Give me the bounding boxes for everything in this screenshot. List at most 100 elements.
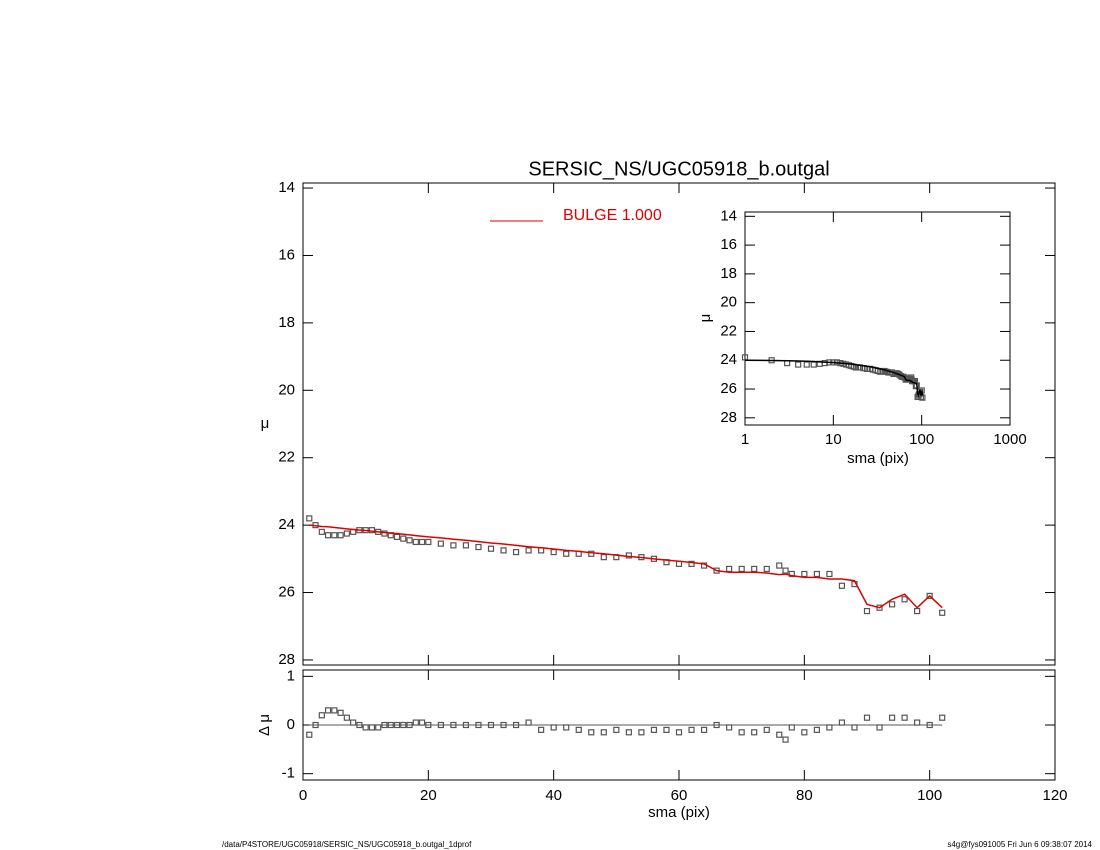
data-point	[437, 540, 444, 547]
y-tick-label: 24	[720, 351, 737, 368]
y-tick-label: 28	[278, 651, 295, 668]
data-point	[901, 596, 908, 603]
x-tick-label: 80	[796, 787, 813, 804]
y-axis-label: μ	[697, 314, 714, 323]
y-tick-label: 22	[720, 322, 737, 339]
data-point	[331, 532, 338, 539]
data-point	[306, 515, 313, 522]
data-point	[500, 547, 507, 554]
data-point	[563, 550, 570, 557]
residual-point	[437, 721, 444, 729]
y-tick-label: 16	[720, 236, 737, 253]
plot-frame	[302, 182, 1056, 666]
residual-point	[663, 726, 670, 733]
data-point	[450, 542, 457, 549]
data-point	[318, 528, 325, 535]
residual-point	[450, 721, 457, 729]
x-tick-label: 40	[545, 787, 562, 804]
data-point	[726, 565, 733, 573]
model-line	[309, 524, 943, 609]
residual-point	[343, 714, 350, 721]
y-axis-label: μ	[261, 415, 270, 432]
y-tick-label: 14	[278, 179, 295, 196]
residual-point	[901, 714, 908, 721]
residual-point	[563, 724, 570, 731]
x-tick-label: 100	[909, 431, 934, 448]
x-tick-label: 10	[825, 431, 842, 448]
residual-point	[312, 721, 319, 729]
y-tick-label: 16	[278, 246, 295, 263]
y-tick-label: 18	[278, 314, 295, 331]
residual-point	[350, 719, 357, 726]
residual-point	[418, 719, 426, 726]
x-axis-label: sma (pix)	[648, 804, 710, 821]
x-tick-label: 60	[671, 787, 688, 804]
data-point	[600, 554, 607, 561]
footer-path: /data/P4STORE/UGC05918/SERSIC_NS/UGC0591…	[222, 840, 472, 849]
data-point	[926, 592, 933, 600]
data-point	[406, 537, 413, 544]
residual-point	[324, 707, 332, 714]
residual-point	[538, 726, 545, 733]
residual-point	[782, 736, 789, 743]
residual-point	[600, 729, 607, 736]
chart-title: SERSIC_NS/UGC05918_b.outgal	[528, 158, 829, 180]
residual-point	[318, 712, 325, 719]
data-point	[810, 361, 817, 368]
y-axis-label: Δ μ	[256, 714, 273, 736]
data-point	[838, 582, 846, 589]
data-point	[801, 570, 808, 578]
data-point	[776, 562, 783, 569]
residual-point	[406, 721, 413, 729]
residual-point	[688, 726, 695, 733]
data-point	[400, 535, 407, 542]
data-point	[826, 570, 833, 578]
data-point	[550, 548, 557, 556]
residual-point	[876, 724, 883, 731]
y-tick-label: 26	[278, 584, 295, 601]
residual-point	[888, 714, 896, 721]
residual-point	[939, 714, 946, 721]
residual-point	[675, 729, 683, 736]
residual-point	[425, 721, 432, 729]
residual-point	[700, 726, 708, 733]
residual-point	[751, 729, 758, 736]
data-point	[888, 601, 896, 608]
data-point	[343, 530, 350, 537]
x-tick-label: 20	[420, 787, 437, 804]
residual-point	[331, 707, 338, 714]
y-tick-label: 26	[720, 380, 737, 397]
data-point	[795, 361, 802, 368]
residual-point	[863, 714, 871, 721]
residual-point	[763, 726, 770, 733]
y-tick-label: 0	[287, 716, 295, 733]
y-tick-label: 24	[278, 516, 295, 533]
x-tick-label: 1000	[993, 431, 1026, 448]
residual-point	[801, 729, 808, 736]
data-point	[487, 545, 495, 552]
data-point	[462, 542, 470, 549]
plot-frame	[744, 211, 1011, 426]
residual-point	[726, 724, 733, 731]
y-tick-label: -1	[282, 765, 295, 782]
residual-point	[738, 729, 745, 736]
residual-point	[381, 721, 388, 729]
residual-point	[356, 721, 363, 729]
residual-point	[512, 721, 520, 729]
legend-label: BULGE 1.000	[563, 207, 662, 224]
data-point	[863, 607, 871, 615]
residual-point	[914, 719, 921, 726]
data-point	[675, 560, 683, 567]
residual-point	[393, 721, 401, 729]
data-point	[538, 547, 545, 554]
footer-stamp: s4g@fys091005 Fri Jun 6 09:38:07 2014	[947, 840, 1092, 849]
residual-point	[306, 731, 313, 738]
residual-point	[813, 726, 820, 733]
residual-point	[400, 721, 407, 729]
data-point	[803, 361, 810, 368]
residual-point	[500, 721, 507, 729]
y-tick-label: 28	[720, 409, 737, 426]
x-tick-label: 120	[1042, 787, 1067, 804]
y-tick-label: 22	[278, 449, 295, 466]
residual-point	[362, 724, 369, 731]
